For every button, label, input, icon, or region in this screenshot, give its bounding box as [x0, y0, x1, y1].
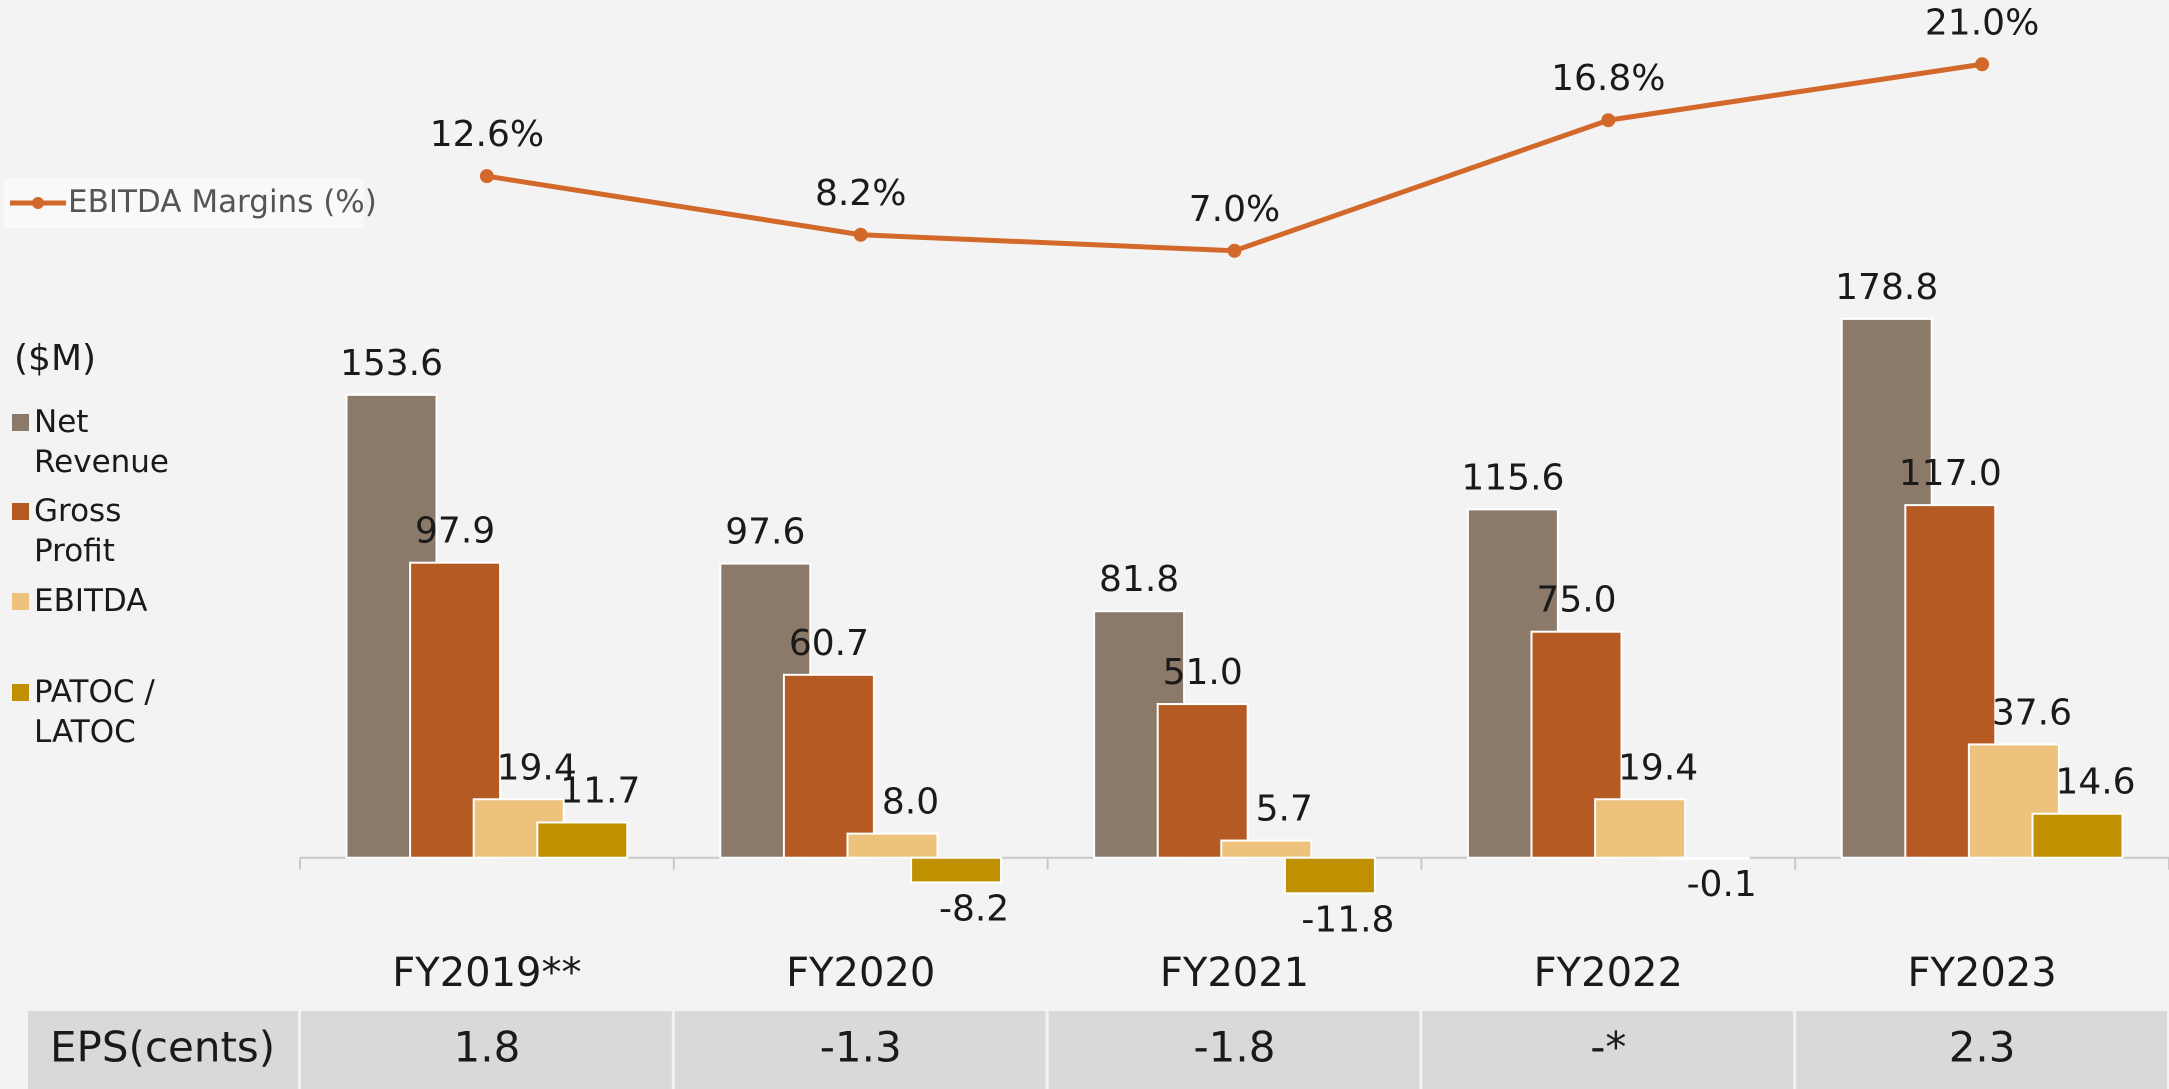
x-tick-label: FY2020	[786, 950, 935, 996]
line-marker	[480, 169, 494, 183]
line-marker	[854, 228, 868, 242]
data-label: 8.0	[882, 782, 939, 823]
legend-swatch	[12, 684, 29, 701]
data-label: 8.2%	[815, 173, 906, 214]
data-label: -11.8	[1301, 899, 1394, 940]
bar	[1285, 858, 1375, 894]
legend-label: EBITDA	[34, 581, 184, 621]
table-header: EPS(cents)	[50, 1023, 275, 1072]
bar	[784, 675, 874, 858]
line-marker	[1601, 113, 1615, 127]
bar	[537, 822, 627, 857]
data-label: 75.0	[1536, 580, 1616, 621]
legend-label: Net Revenue	[34, 402, 184, 482]
legend-label: EBITDA Margins (%)	[68, 184, 377, 220]
chart: 153.6 97.6 81.8 115.6 178.8 97.9 60.7 51.0 75.0 1…	[0, 0, 2169, 1089]
table-value: 1.8	[454, 1023, 521, 1072]
data-label: 5.7	[1256, 789, 1313, 830]
legend-label: Gross Profit	[34, 491, 184, 571]
bar	[1659, 858, 1749, 859]
bar	[1595, 799, 1685, 857]
line-marker	[1975, 57, 1989, 71]
data-label: 37.6	[1992, 692, 2072, 733]
legend-marker	[32, 197, 44, 209]
bar	[848, 834, 938, 858]
data-label: 16.8%	[1551, 58, 1665, 99]
x-tick-label: FY2023	[1907, 950, 2056, 996]
data-label: 19.4	[1618, 747, 1698, 788]
unit-label: ($M)	[14, 338, 96, 379]
table-value: -1.3	[820, 1023, 902, 1072]
data-label: 178.8	[1835, 267, 1938, 308]
data-label: -8.2	[939, 888, 1009, 929]
x-tick-label: FY2022	[1534, 950, 1683, 996]
data-label: 21.0%	[1925, 2, 2039, 43]
data-label: 97.6	[725, 512, 805, 553]
x-tick-label: FY2021	[1160, 950, 1309, 996]
table-value: -1.8	[1194, 1023, 1276, 1072]
data-label: 117.0	[1899, 453, 2002, 494]
legend-line-swatch	[8, 193, 68, 213]
data-label: 51.0	[1163, 652, 1243, 693]
data-label: 14.6	[2055, 762, 2135, 803]
data-label: 81.8	[1099, 559, 1179, 600]
data-label: 97.9	[415, 511, 495, 552]
data-label: 7.0%	[1189, 189, 1280, 230]
table-value: -*	[1590, 1023, 1626, 1072]
legend-swatch	[12, 593, 29, 610]
legend-swatch	[12, 503, 29, 520]
data-label: 153.6	[340, 343, 443, 384]
bar	[1158, 704, 1248, 858]
data-label: 60.7	[789, 623, 869, 664]
data-label: -0.1	[1687, 864, 1757, 905]
legend-label: PATOC / LATOC	[34, 672, 184, 752]
table-value: 2.3	[1949, 1023, 2016, 1072]
bar	[2033, 814, 2123, 858]
x-tick-label: FY2019**	[392, 950, 581, 996]
line-marker	[1228, 244, 1242, 258]
bar	[1221, 841, 1311, 858]
data-label: 11.7	[560, 770, 640, 811]
bar	[911, 858, 1001, 883]
data-label: 12.6%	[430, 114, 544, 155]
legend-swatch	[12, 414, 29, 431]
data-label: 115.6	[1461, 457, 1564, 498]
page: {"chart_data": {"type": "bar", "unit_lab…	[0, 0, 2169, 1089]
